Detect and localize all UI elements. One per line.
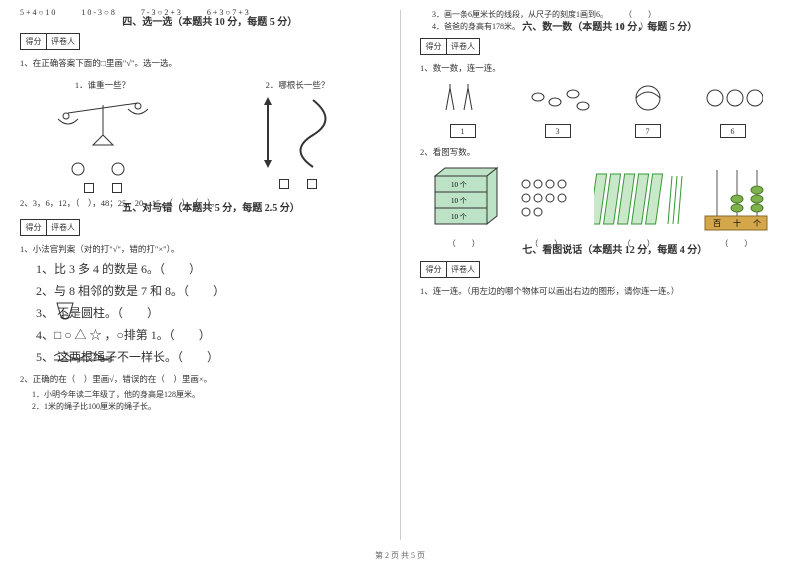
q4-1-figures: 1．谁重一些？ [20, 75, 380, 193]
score-header: 评卷人 [447, 262, 479, 277]
q4-1b: 2．哪根长一些？ [215, 79, 380, 91]
q5-2b: 2．1米的绳子比100厘米的绳子长。 [32, 401, 380, 412]
section-7-title: 七、看图说话（本题共 12 分，每题 4 分） [522, 241, 707, 256]
chick-icons [63, 157, 143, 179]
svg-text:十: 十 [733, 218, 741, 228]
write-number-figures: 10 个10 个10 个 （ ） （ ） （ [420, 164, 780, 249]
count-value: 1 [450, 124, 476, 138]
expr: 10-3○8 [81, 8, 117, 17]
blocks-stack-icon: 10 个 10 个 10 个 （ ） [429, 164, 499, 249]
count-value: 6 [720, 124, 746, 138]
balance-figure: 1．谁重一些？ [20, 75, 185, 193]
left-column: 5+4○10 10-3○8 7-3○2+3 6+3○7+3 得分 评卷人 四、选… [0, 0, 400, 565]
score-header: 得分 [21, 34, 47, 49]
cone-icon [54, 300, 76, 320]
section-5-title: 五、对与错（本题共 5 分，每题 2.5 分） [122, 199, 300, 214]
page-footer: 第 2 页 共 5 页 [0, 550, 800, 561]
count-value: 7 [635, 124, 661, 138]
score-box: 得分 评卷人 [20, 33, 80, 50]
judge-item: 3、 不是圆柱。（ ） [36, 304, 380, 321]
section-4-title: 四、选一选（本题共 10 分，每题 5 分） [122, 13, 297, 28]
svg-text:10 个: 10 个 [451, 213, 467, 221]
score-header: 评卷人 [47, 220, 79, 235]
checkbox[interactable] [112, 183, 122, 193]
right-column: 3．画一条6厘米长的线段，从尺子的刻度1画到6。 （ ） 4．爸爸的身高有178… [400, 0, 800, 565]
score-header: 评卷人 [47, 34, 79, 49]
circles-icon: （ ） [516, 164, 576, 249]
bees-icon: 3 [523, 82, 593, 138]
checkbox[interactable] [307, 179, 317, 189]
score-header: 得分 [21, 220, 47, 235]
judge-item: 1、比 3 多 4 的数是 6。（ ） [36, 260, 380, 277]
svg-text:个: 个 [753, 219, 761, 228]
score-header: 评卷人 [447, 39, 479, 54]
q7-1: 1、连一连。（用左边的哪个物体可以画出右边的图形，请你连一连。） [420, 285, 780, 297]
q4-1: 1、在正确答案下面的□里画"√"。选一选。 [20, 57, 380, 69]
checkbox[interactable] [279, 179, 289, 189]
judge-item: 4、□ ○ △ ☆ ，○排第 1。（ ） [36, 326, 380, 343]
judge-item: 5、 这两根绳子不一样长。（ ） [36, 348, 380, 365]
q5-2a: 1．小明今年读二年级了，他的身高是128厘米。 [32, 389, 380, 400]
q5-1: 1、小法官判案（对的打"√"，错的打"×"）。 [20, 243, 380, 255]
ball-icon: 7 [628, 82, 668, 138]
expr: 5+4○10 [20, 8, 57, 17]
length-figure: 2．哪根长一些？ [215, 75, 380, 193]
checkbox[interactable] [84, 183, 94, 193]
svg-text:10 个: 10 个 [451, 197, 467, 205]
balance-scale-icon [48, 95, 158, 155]
score-box: 得分 评卷人 [420, 261, 480, 278]
svg-text:百: 百 [713, 219, 721, 228]
score-header: 得分 [421, 39, 447, 54]
judge-item: 2、与 8 相邻的数是 7 和 8。（ ） [36, 282, 380, 299]
rockets-icon: 1 [438, 82, 488, 138]
smileys-icon: 6 [703, 82, 763, 138]
svg-text:10 个: 10 个 [451, 181, 467, 189]
lines-icon [243, 95, 353, 175]
q6-2: 2、看图写数。 [420, 146, 780, 158]
count-value: 3 [545, 124, 571, 138]
animal-icons [20, 157, 185, 181]
column-divider [400, 10, 401, 540]
count-figures: 1 3 7 6 [420, 82, 780, 138]
q4-1a: 1．谁重一些？ [20, 79, 185, 91]
paren: （ ） [701, 238, 771, 249]
paren: （ ） [429, 238, 499, 249]
q6-1: 1、数一数，连一连。 [420, 62, 780, 74]
score-box: 得分 评卷人 [420, 38, 480, 55]
section-6-title: 六、数一数（本题共 10 分，每题 5 分） [522, 18, 697, 33]
abacus-icon: 百 十 个 （ ） [701, 164, 771, 249]
sticks-icon: （ ） [594, 164, 684, 249]
q5-2: 2、正确的在（ ）里画√，错误的在（ ）里画×。 [20, 373, 380, 385]
score-header: 得分 [421, 262, 447, 277]
score-box: 得分 评卷人 [20, 219, 80, 236]
wavy-line-icon [54, 350, 114, 362]
